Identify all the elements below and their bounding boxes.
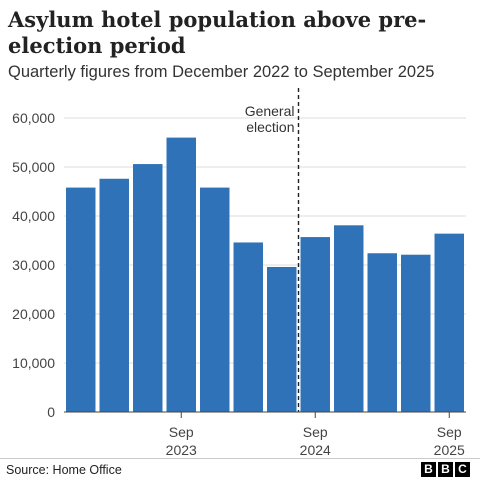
y-tick-label: 40,000 — [12, 208, 55, 224]
annotation-label: General — [245, 103, 295, 119]
x-tick-label: 2024 — [300, 442, 331, 458]
bbc-logo: B B C — [421, 462, 470, 477]
bbc-logo-block: C — [455, 462, 470, 477]
bar — [334, 225, 364, 412]
x-tick-label: Sep — [303, 424, 328, 440]
bar — [133, 164, 163, 412]
y-tick-label: 30,000 — [12, 257, 55, 273]
bar — [200, 187, 230, 412]
x-axis: Sep 2023 Sep 2024 Sep 2025 — [64, 411, 466, 458]
x-tick-label: Sep — [437, 424, 462, 440]
footer-divider — [0, 458, 480, 459]
bar — [434, 233, 464, 412]
annotation-label: election — [246, 119, 294, 135]
bbc-logo-block: B — [438, 462, 453, 477]
bar — [267, 266, 297, 412]
y-axis: 0 10,000 20,000 30,000 40,000 50,000 60,000 — [12, 110, 55, 420]
y-tick-label: 60,000 — [12, 110, 55, 126]
bar — [66, 187, 96, 412]
chart-subtitle: Quarterly figures from December 2022 to … — [8, 63, 435, 81]
bar — [401, 254, 431, 412]
x-tick-label: 2025 — [434, 442, 465, 458]
gridlines — [64, 117, 466, 364]
bar — [233, 242, 263, 412]
bars — [66, 137, 464, 412]
bar — [99, 178, 129, 412]
bar — [367, 253, 397, 412]
y-tick-label: 10,000 — [12, 355, 55, 371]
bar — [300, 237, 330, 412]
x-tick-label: 2023 — [166, 442, 197, 458]
chart-title: Asylum hotel population above pre-electi… — [8, 7, 427, 58]
source-note: Source: Home Office — [6, 463, 122, 477]
bar — [166, 137, 196, 412]
x-tick-label: Sep — [169, 424, 194, 440]
y-tick-label: 50,000 — [12, 159, 55, 175]
bbc-logo-block: B — [421, 462, 436, 477]
y-tick-label: 0 — [47, 404, 55, 420]
y-tick-label: 20,000 — [12, 306, 55, 322]
